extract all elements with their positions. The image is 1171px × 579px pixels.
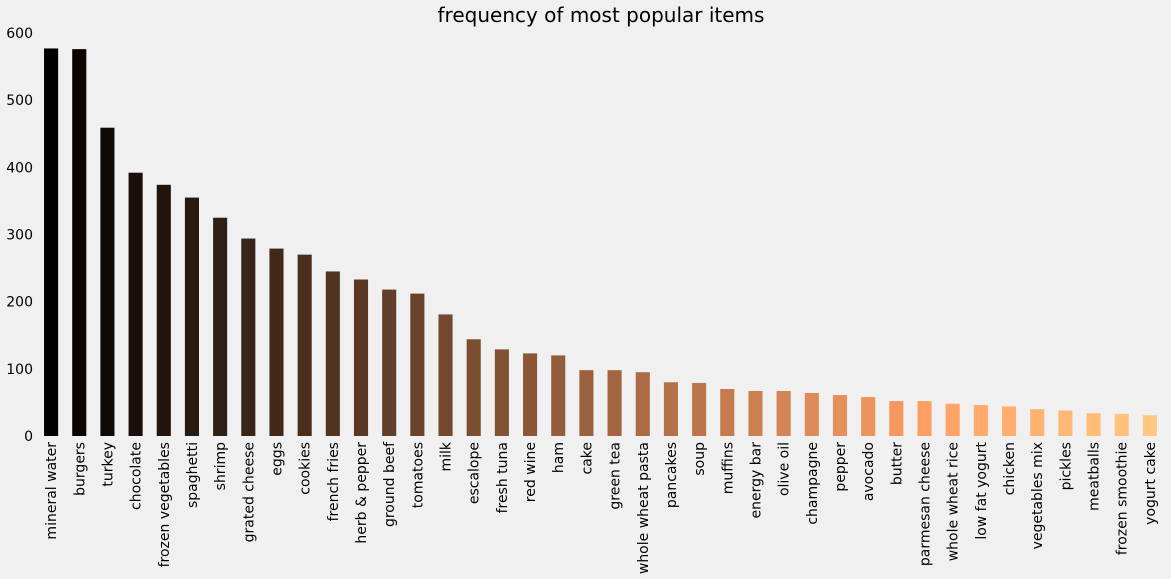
x-tick-label: cookies — [298, 442, 314, 495]
x-tick-label: avocado — [861, 442, 877, 501]
y-tick-label: 200 — [6, 295, 33, 311]
x-tick-label: green tea — [608, 442, 624, 510]
x-tick-label: energy bar — [748, 442, 764, 519]
bar-chocolate — [128, 172, 143, 436]
bar-green-tea — [607, 370, 622, 436]
x-tick-label: fresh tuna — [495, 442, 511, 513]
bar-pancakes — [663, 382, 678, 436]
x-tick-label: spaghetti — [185, 442, 201, 508]
bar-chicken — [1001, 406, 1017, 436]
x-tick-label: escalope — [467, 442, 483, 504]
bar-avocado — [861, 397, 876, 436]
bar-champagne — [804, 393, 819, 436]
y-tick-label: 400 — [6, 160, 33, 176]
x-tick-label: french fries — [326, 442, 342, 521]
x-tick-label: low fat yogurt — [974, 442, 990, 540]
bars-group — [44, 48, 1157, 437]
bar-frozen-vegetables — [156, 184, 171, 436]
bar-milk — [438, 314, 453, 436]
x-tick-label: muffins — [720, 442, 736, 494]
x-tick-label: herb & pepper — [354, 442, 370, 544]
y-tick-label: 300 — [6, 228, 33, 244]
bar-vegetables-mix — [1030, 409, 1045, 436]
x-tick-label: whole wheat pasta — [636, 442, 652, 574]
bar-whole-wheat-pasta — [635, 372, 650, 436]
x-tick-label: mineral water — [44, 442, 60, 540]
bar-shrimp — [213, 217, 228, 436]
bar-muffins — [720, 388, 735, 436]
bar-low-fat-yogurt — [973, 405, 988, 436]
bar-turkey — [100, 127, 115, 436]
y-axis-ticks: 0 100 200 300 400 500 600 — [6, 26, 33, 445]
x-tick-label: ground beef — [382, 441, 398, 527]
x-tick-label: pickles — [1058, 442, 1074, 490]
x-tick-label: chicken — [1002, 442, 1018, 495]
bar-frozen-smoothie — [1114, 413, 1129, 436]
bar-french-fries — [325, 271, 340, 436]
x-tick-label: burgers — [72, 442, 88, 496]
x-tick-label: red wine — [523, 442, 539, 502]
x-tick-label: whole wheat rice — [946, 442, 962, 561]
bar-ham — [551, 355, 566, 436]
y-tick-label: 100 — [6, 362, 33, 378]
x-tick-label: frozen smoothie — [1115, 442, 1131, 555]
x-tick-label: chocolate — [129, 442, 145, 510]
bar-meatballs — [1086, 413, 1101, 436]
x-tick-label: meatballs — [1087, 442, 1103, 511]
bar-butter — [889, 401, 904, 436]
x-tick-label: vegetables mix — [1030, 442, 1046, 549]
bar-pepper — [832, 395, 848, 436]
x-tick-label: champagne — [805, 442, 821, 525]
bar-grated-cheese — [241, 238, 256, 436]
x-tick-label: tomatoes — [410, 442, 426, 508]
x-tick-label: butter — [889, 442, 905, 485]
x-tick-label: grated cheese — [241, 442, 257, 542]
bar-red-wine — [523, 353, 538, 436]
x-tick-label: pancakes — [664, 442, 680, 508]
x-tick-label: milk — [439, 441, 455, 471]
bar-soup — [692, 382, 707, 436]
bar-eggs — [269, 248, 284, 436]
bar-herb-pepper — [353, 279, 369, 436]
x-tick-label: turkey — [100, 442, 116, 487]
x-tick-label: soup — [692, 442, 708, 476]
bar-whole-wheat-rice — [945, 403, 960, 436]
x-tick-label: parmesan cheese — [918, 442, 934, 566]
bar-parmesan-cheese — [917, 401, 932, 436]
x-tick-label: cake — [579, 442, 595, 475]
bar-yogurt-cake — [1142, 415, 1157, 436]
bar-cookies — [297, 254, 312, 436]
bar-mineral-water — [44, 48, 59, 436]
x-tick-label: frozen vegetables — [157, 442, 173, 567]
bar-tomatoes — [410, 293, 425, 436]
bar-fresh-tuna — [494, 349, 509, 436]
bar-ground-beef — [382, 289, 397, 436]
x-axis-ticks: mineral water burgers turkey chocolate froze… — [44, 441, 1159, 574]
x-tick-label: ham — [551, 442, 567, 473]
y-tick-label: 500 — [6, 93, 33, 109]
x-tick-label: pepper — [833, 442, 849, 492]
bar-cake — [579, 370, 594, 436]
bar-energy-bar — [748, 391, 763, 436]
y-tick-label: 600 — [6, 26, 33, 42]
x-tick-label: shrimp — [213, 442, 229, 490]
bar-pickles — [1058, 410, 1073, 436]
bar-burgers — [72, 49, 87, 437]
x-tick-label: eggs — [269, 442, 285, 476]
chart-title: frequency of most popular items — [438, 3, 765, 27]
bar-escalope — [466, 339, 481, 436]
y-tick-label: 0 — [24, 429, 33, 445]
x-tick-label: olive oil — [777, 442, 793, 496]
bar-olive-oil — [776, 391, 791, 436]
x-tick-label: yogurt cake — [1143, 442, 1159, 525]
bar-spaghetti — [184, 197, 200, 436]
